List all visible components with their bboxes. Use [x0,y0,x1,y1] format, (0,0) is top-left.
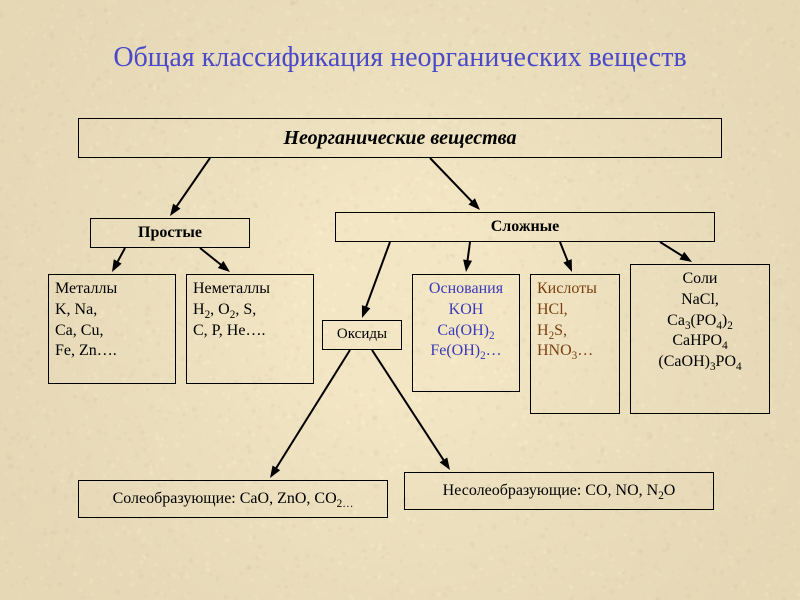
box-root: Неорганические вещества [78,118,722,158]
diagram-content: Общая классификация неорганических вещес… [0,0,800,600]
arrow-line-0 [174,158,210,210]
arrow-line-5 [467,242,470,265]
arrow-head-1 [468,198,480,210]
arrow-line-7 [660,242,686,258]
arrow-head-0 [170,204,181,216]
box-simple: Простые [90,218,250,248]
box-complex: Сложные [335,212,715,242]
box-non_salt_forming: Несолеобразующие: CO, NO, N2O [404,472,714,510]
arrow-head-2 [112,259,122,272]
arrow-head-5 [463,260,472,272]
arrow-line-3 [200,248,224,268]
arrow-head-3 [218,261,230,272]
box-nonmetals: НеметаллыH2, O2, S,C, P, He…. [186,274,314,384]
box-salts: СолиNaCl,Ca3(PO4)2CaHPO4(CaOH)3PO4 [630,264,770,414]
page-title: Общая классификация неорганических вещес… [0,42,800,74]
box-oxides: Оксиды [322,320,402,350]
arrow-head-8 [270,465,280,478]
arrow-line-4 [364,242,390,311]
box-salt_forming: Солеобразующие: CaO, ZnO, CO2… [78,480,388,518]
arrow-head-6 [563,259,572,272]
box-metals: МеталлыK, Na,Ca, Cu,Fe, Zn…. [48,274,176,384]
arrow-head-9 [440,457,450,470]
arrow-head-4 [362,305,370,318]
box-bases: ОснованияKOHCa(OH)2Fe(OH)2… [412,274,520,392]
arrow-line-1 [430,158,475,205]
box-acids: КислотыHCl,H2S,HNO3… [530,274,620,414]
arrow-head-7 [679,252,692,262]
arrow-line-2 [115,248,125,266]
arrow-line-6 [560,242,569,265]
